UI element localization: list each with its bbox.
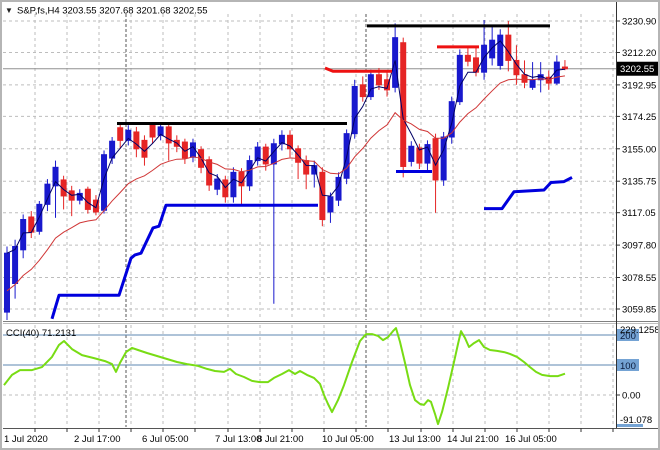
price-axis-label: 3097.80 [622, 241, 656, 252]
candle-body [424, 144, 431, 164]
cci-indicator-label: CCI(40) 71.2131 [6, 328, 76, 339]
candle-body [125, 129, 132, 141]
candle-body [189, 142, 196, 158]
candle-body [529, 79, 536, 88]
candle-body [367, 74, 374, 98]
candle-body [408, 145, 415, 162]
cci-zero-label: 0.00 [622, 391, 641, 402]
candle-body [287, 134, 294, 150]
candle-body [230, 171, 237, 198]
candles-layer [4, 19, 568, 320]
candle-body [375, 74, 382, 86]
price-axis-label: 3078.55 [622, 273, 656, 284]
chart-title: S&P,fs,H4 3203.55 3207.68 3201.68 3202.5… [17, 6, 208, 17]
candle-body [497, 34, 504, 66]
axis-background [617, 2, 658, 448]
candle-body [52, 166, 59, 187]
cci-level-100-badge [617, 359, 639, 371]
ma-slow-line [6, 75, 566, 292]
time-axis-label: 7 Jul 13:00 [215, 434, 261, 445]
cci-indicator-layer [3, 327, 616, 426]
candle-body [222, 179, 229, 198]
candle-body [12, 245, 19, 284]
candle-body [214, 178, 221, 190]
candle-body [416, 147, 423, 164]
ma-fast-line [6, 40, 565, 254]
candle-body [278, 134, 285, 145]
candle-body [384, 79, 391, 91]
candle-body [246, 160, 253, 187]
current-price-label: 3202.55 [620, 64, 654, 75]
time-axis-label: 14 Jul 21:00 [447, 434, 499, 445]
cci-min-label: -91.078 [620, 415, 652, 426]
candle-body [521, 74, 528, 83]
current-price-badge [617, 61, 658, 76]
candle-body [165, 126, 172, 144]
candle-body [464, 54, 471, 62]
cci-line [3, 327, 566, 426]
cci-level-200-label: 200 [620, 331, 636, 342]
moving-average-layer [6, 40, 566, 292]
candle-body [149, 124, 156, 138]
candle-body [238, 171, 245, 187]
cci-level-badge-clipped [617, 424, 643, 427]
candle-body [440, 136, 447, 181]
time-axis-label: 6 Jul 05:00 [142, 434, 188, 445]
candle-body [400, 42, 407, 167]
candle-body [101, 154, 108, 211]
candle-body [359, 84, 366, 98]
price-axis-label: 3135.75 [622, 177, 656, 188]
candle-body [319, 171, 326, 221]
candle-body [133, 131, 140, 150]
price-axis-label: 3230.90 [622, 17, 656, 28]
time-axis-label: 10 Jul 05:00 [322, 434, 374, 445]
candle-body [141, 139, 148, 158]
candle-body [489, 39, 496, 59]
candle-body [157, 126, 164, 136]
cci-level-200-badge [617, 329, 639, 341]
price-axis-label: 3117.05 [622, 208, 656, 219]
candle-body [351, 85, 358, 135]
price-axis-label: 3059.85 [622, 305, 656, 316]
price-axis-label: 3155.00 [622, 144, 656, 155]
time-axis-label: 13 Jul 13:00 [389, 434, 441, 445]
cci-level-100-label: 100 [620, 361, 636, 372]
time-axis-label: 1 Jul 2020 [4, 434, 48, 445]
candle-body [60, 179, 67, 197]
candle-body [117, 127, 124, 141]
candle-body [254, 146, 261, 162]
support-step-line [484, 176, 573, 211]
candle-body [432, 138, 439, 181]
time-axis-label: 2 Jul 17:00 [74, 434, 120, 445]
candle-body [84, 188, 91, 210]
candle-body [20, 219, 27, 251]
candle-body [513, 59, 520, 76]
candle-body [448, 101, 455, 138]
candle-body [262, 146, 269, 165]
support-step-line [50, 203, 318, 320]
candle-body [505, 34, 512, 61]
symbol-dropdown-icon[interactable]: ▼ [5, 6, 13, 15]
candle-body [327, 196, 334, 213]
candle-body [561, 66, 568, 70]
price-axis-label: 3212.20 [622, 48, 656, 59]
support-resistance-layer [50, 24, 573, 320]
sell-level-line [324, 66, 392, 73]
price-axis-label: 3174.25 [622, 112, 656, 123]
price-axis-label: 3192.95 [622, 80, 656, 91]
candle-body [4, 252, 10, 313]
axis-labels-layer: 3230.90 3212.20 3192.95 3174.25 3155.00 3135.… [4, 17, 658, 445]
axis-chrome-layer [3, 2, 658, 448]
time-axis-label: 16 Jul 05:00 [505, 434, 557, 445]
cci-max-label: 229.1258 [620, 325, 658, 336]
time-axis-label: 8 Jul 21:00 [257, 434, 303, 445]
candle-body [456, 54, 463, 103]
candle-body [481, 44, 488, 73]
